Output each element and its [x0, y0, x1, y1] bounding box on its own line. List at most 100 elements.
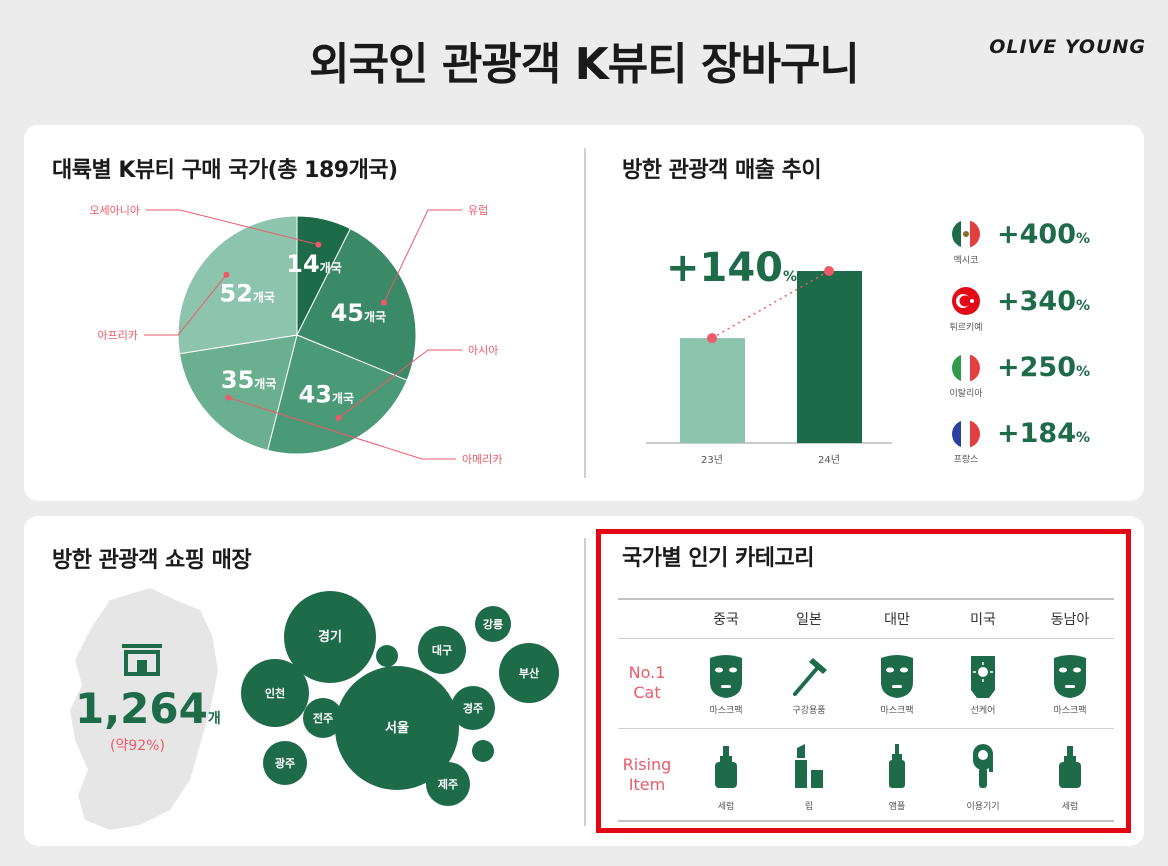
- store-count: 1,264개: [75, 684, 221, 733]
- bubble-4: [303, 698, 343, 738]
- pie-category-label: 아시아: [468, 344, 498, 357]
- turkey-flag-icon: [952, 287, 980, 315]
- bubble-7: [475, 606, 511, 642]
- row-label-rising: Rising Item: [622, 755, 672, 794]
- no1-china: 마스크팩: [709, 706, 743, 716]
- small-bubble-1: [376, 645, 398, 667]
- pie-leader-dot: [223, 271, 230, 278]
- pie-category-label: 유럽: [468, 203, 488, 217]
- rising-china: 세럼: [717, 802, 735, 812]
- rising-usa: 이용기기: [966, 802, 1000, 812]
- korea-map-shape: [70, 588, 218, 830]
- growth-france: +184%: [997, 418, 1091, 449]
- pie-leader-line: [338, 349, 462, 419]
- trend-dot-23: [707, 333, 717, 344]
- france-flag-icon: [952, 420, 980, 448]
- mask-pack-icon: [881, 655, 913, 698]
- growth-mexico: +400%: [997, 219, 1091, 250]
- no1-taiwan: 마스크팩: [880, 706, 914, 716]
- country-italy: 이탈리아: [949, 389, 983, 399]
- stores-title: 방한 관광객 쇼핑 매장: [52, 548, 252, 573]
- pie-leader-line: [144, 274, 227, 336]
- main-title: 외국인 관광객 K뷰티 장바구니: [309, 39, 860, 90]
- pie-value-label: 43개국: [299, 380, 355, 408]
- sunscreen-icon: [971, 656, 995, 698]
- trend-dot-24: [824, 266, 834, 276]
- pie-leader-line: [146, 209, 319, 246]
- no1-usa: 선케어: [970, 706, 996, 716]
- year-label-24: 24년: [818, 454, 840, 466]
- bar-24: [797, 271, 862, 443]
- bottom-divider: [584, 538, 586, 826]
- italy-flag-icon: [952, 354, 980, 382]
- pie-slice-3: [267, 334, 408, 455]
- serum-bottle-icon: [715, 746, 737, 788]
- continents-title: 대륙별 K뷰티 구매 국가(총 189개국): [52, 158, 398, 183]
- header-sea: 동남아: [1050, 612, 1090, 628]
- country-turkey: 튀르키예: [949, 323, 983, 333]
- bubble-5: [263, 741, 307, 785]
- bubble-10: [426, 762, 470, 806]
- growth-italy: +250%: [997, 352, 1091, 383]
- pie-value-label: 45개국: [331, 299, 387, 327]
- bubble-2: [335, 666, 459, 790]
- pie-leader-dot: [315, 241, 322, 248]
- pie-value-label: 35개국: [221, 366, 277, 394]
- bar-23: [680, 338, 745, 443]
- trend-line: [711, 270, 830, 339]
- pie-leader-line: [383, 209, 462, 303]
- lipstick-icon: [795, 744, 823, 788]
- header-china: 중국: [713, 612, 739, 628]
- bubble-label: 경기: [318, 629, 342, 645]
- table-header-rule: [618, 638, 1114, 639]
- pie-category-label: 아프리카: [98, 329, 138, 342]
- bubble-label: 광주: [275, 757, 295, 770]
- bubble-9: [451, 686, 495, 730]
- rising-taiwan: 앰플: [888, 802, 906, 812]
- pie-leader-dot: [335, 414, 342, 421]
- beauty-device-icon: [973, 744, 993, 788]
- pie-category-label: 오세아니아: [89, 204, 140, 217]
- sales-growth-value: +140%: [666, 245, 798, 291]
- pie-value-label: 52개국: [219, 280, 275, 308]
- header-taiwan: 대만: [884, 612, 910, 628]
- flags-column: [952, 220, 980, 448]
- header-usa: 미국: [970, 612, 996, 628]
- table-top-rule: [618, 598, 1114, 600]
- pie-leader-dot: [225, 394, 232, 401]
- pie-leader-line: [228, 397, 456, 460]
- bubble-label: 대구: [432, 643, 452, 657]
- bubble-1: [284, 591, 376, 683]
- no1-japan: 구강용품: [792, 706, 826, 716]
- bubble-label: 강릉: [483, 617, 503, 631]
- ampoule-icon: [889, 744, 905, 788]
- growth-turkey: +340%: [997, 286, 1091, 317]
- pie-value-label: 14개국: [286, 250, 342, 278]
- highlight-box: [596, 529, 1131, 833]
- brand-logo: OLIVE YOUNG: [989, 36, 1146, 58]
- rising-sea: 세럼: [1061, 802, 1079, 812]
- serum-bottle-icon: [1059, 746, 1081, 788]
- pie-category-label: 아메리카: [462, 453, 502, 466]
- mask-pack-icon: [710, 655, 742, 698]
- bubble-label: 전주: [313, 711, 333, 725]
- bubble-6: [418, 626, 466, 674]
- mexico-flag-icon: [952, 220, 980, 248]
- pie-slice-2: [296, 227, 417, 381]
- bubble-3: [241, 659, 309, 727]
- bubble-label: 경주: [463, 701, 483, 715]
- top-divider: [584, 148, 586, 478]
- bubble-label: 서울: [385, 720, 409, 736]
- bubble-8: [499, 643, 559, 703]
- mask-pack-icon: [1054, 655, 1086, 698]
- pie-leader-dot: [380, 299, 387, 306]
- store-share: (약92%): [110, 738, 165, 754]
- categories-title: 국가별 인기 카테고리: [622, 546, 814, 571]
- sales-bar-chart: 23년 24년: [646, 266, 892, 466]
- row-label-no1: No.1 Cat: [628, 663, 666, 702]
- pie-slice-4: [178, 334, 298, 451]
- pie-slice-5: [177, 215, 298, 355]
- table-row-rule: [618, 728, 1114, 729]
- no1-sea: 마스크팩: [1053, 706, 1087, 716]
